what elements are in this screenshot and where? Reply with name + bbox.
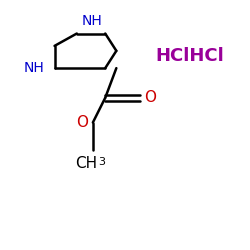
Text: NH: NH [81, 14, 102, 28]
Text: NH: NH [23, 61, 44, 75]
Text: CH: CH [76, 156, 98, 171]
Text: O: O [76, 115, 88, 130]
Text: O: O [144, 90, 156, 105]
Text: HClHCl: HClHCl [155, 47, 224, 65]
Text: 3: 3 [98, 157, 105, 167]
